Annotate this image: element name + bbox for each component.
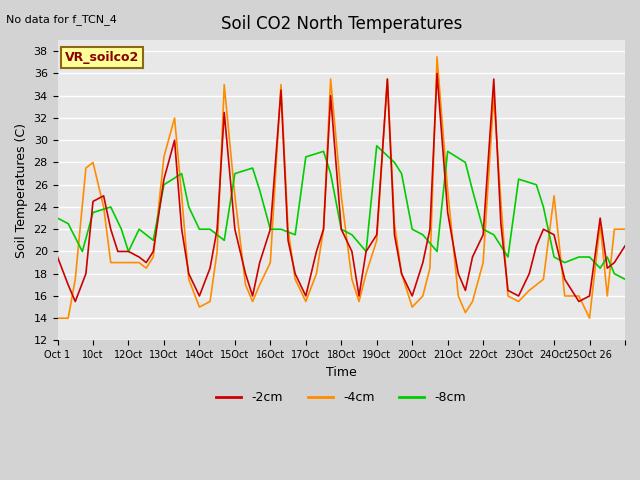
Title: Soil CO2 North Temperatures: Soil CO2 North Temperatures [221, 15, 462, 33]
X-axis label: Time: Time [326, 366, 356, 379]
Text: VR_soilco2: VR_soilco2 [65, 51, 139, 64]
Legend: -2cm, -4cm, -8cm: -2cm, -4cm, -8cm [211, 386, 471, 409]
Text: No data for f_TCN_4: No data for f_TCN_4 [6, 14, 117, 25]
Y-axis label: Soil Temperatures (C): Soil Temperatures (C) [15, 123, 28, 258]
